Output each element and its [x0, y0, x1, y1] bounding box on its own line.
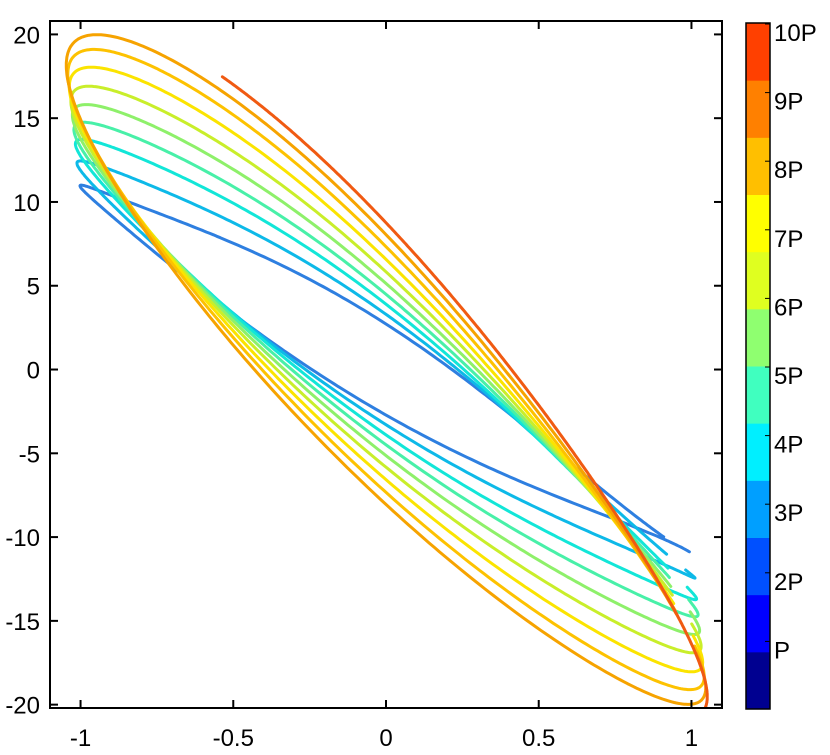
y-tick-label: -10: [5, 525, 40, 552]
y-tick-label: 15: [13, 106, 40, 133]
series-line-10: [220, 75, 709, 708]
x-tick-label: 0: [379, 725, 392, 752]
colorbar-frame: [745, 22, 771, 710]
colorbar-label: 3P: [774, 500, 803, 527]
y-tick-label: 10: [13, 190, 40, 217]
colorbar-segment: [746, 594, 770, 653]
x-tick-label: -0.5: [213, 725, 254, 752]
colorbar-segment: [746, 308, 770, 367]
x-tick-label: 0.5: [522, 725, 555, 752]
y-tick-label: -20: [5, 693, 40, 720]
colorbar-label: 6P: [774, 294, 803, 321]
colorbar-segment: [746, 137, 770, 195]
colorbar-label: 5P: [774, 363, 803, 390]
series-line-5: [70, 103, 702, 636]
series-line-6: [69, 84, 703, 655]
y-tick-label: 5: [27, 274, 40, 301]
colorbar-segment: [746, 423, 770, 481]
series-line-9: [64, 33, 708, 706]
colorbar-segment: [746, 537, 770, 596]
y-tick-label: 20: [13, 22, 40, 49]
colorbar-segment: [746, 80, 770, 138]
series-line-4: [72, 120, 700, 619]
colorbar-label: P: [774, 637, 790, 664]
x-tick-label: -1: [70, 725, 91, 752]
colorbar-label: 2P: [774, 569, 803, 596]
colorbar-label: 8P: [774, 157, 803, 184]
colorbar-segment: [746, 366, 770, 424]
y-tick-label: -5: [19, 441, 40, 468]
colorbar-label: 10P: [774, 20, 817, 47]
colorbar-segment: [746, 480, 770, 538]
colorbar-label: 9P: [774, 89, 803, 116]
series-line-2: [75, 159, 697, 580]
y-tick-label: 0: [27, 358, 40, 385]
axes: -1 -0.5 0 0.5 1 20 15 10 5 0 -5 -10 -15 -20: [5, 20, 723, 752]
x-tick-label: 1: [685, 725, 698, 752]
colorbar: 10P 9P 8P 7P 6P 5P 4P 3P 2P P: [745, 20, 817, 710]
series-line-7: [67, 65, 705, 674]
colorbar-segment: [746, 251, 770, 310]
colorbar-label: 7P: [774, 226, 803, 253]
colorbar-segment: [746, 194, 770, 253]
colorbar-segment: [746, 651, 770, 710]
colorbar-segment: [746, 23, 770, 81]
colorbar-label: 4P: [774, 432, 803, 459]
series-line-3: [73, 137, 699, 602]
series-line-1: [78, 183, 691, 554]
series-line-8: [66, 47, 706, 692]
y-tick-label: -15: [5, 609, 40, 636]
plot-area: [64, 33, 709, 708]
